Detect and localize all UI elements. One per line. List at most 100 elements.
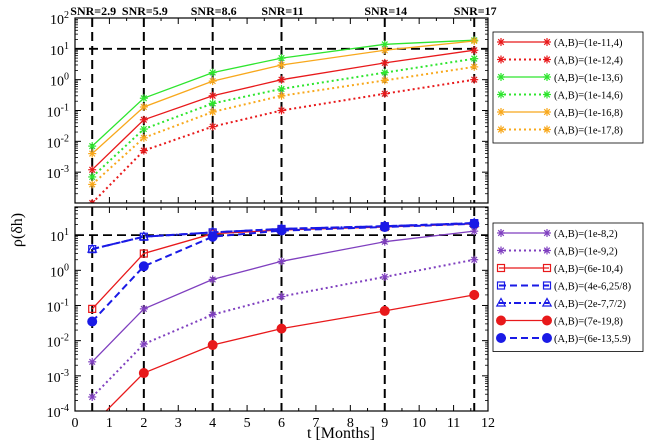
- data-point-a-b-2e-7-7-2: [138, 231, 150, 241]
- y-tick-base: 10: [47, 406, 61, 421]
- legend-label-a-b-1e-13-6: (A,B)=(1e-13,6): [554, 73, 623, 84]
- y-tick-label: 10-1: [47, 297, 69, 315]
- data-point-a-b-1e-12-4: [208, 122, 217, 131]
- data-point-a-b-6e-13-5-9: [138, 261, 149, 272]
- series-line-a-b-7e-19-8: [105, 294, 475, 411]
- data-point-a-b-1e-13-6: [380, 40, 389, 49]
- series-group: [86, 217, 480, 411]
- legend-marker: [497, 55, 505, 64]
- y-tick-label: 10-3: [47, 164, 69, 182]
- x-tick-label: 4: [209, 416, 216, 431]
- legend-marker: [541, 297, 553, 307]
- data-point-a-b-1e-11-4: [470, 46, 479, 55]
- y-tick-base: 10: [47, 136, 61, 151]
- legend-marker: [543, 38, 551, 46]
- series-line-a-b-1e-17-8: [91, 65, 475, 186]
- data-point-a-b-7e-19-8: [379, 305, 390, 316]
- data-point-a-b-1e-8-2: [139, 304, 148, 313]
- y-tick-exponent: -1: [61, 297, 69, 308]
- series-line-a-b-1e-9-2: [91, 258, 475, 398]
- data-point-a-b-6e-13-5-9: [469, 218, 480, 229]
- legend-marker: [497, 246, 505, 255]
- data-point-a-b-1e-9-2: [380, 272, 389, 281]
- legend-label-a-b-6e-10-4: (A,B)=(6e-10,4): [554, 264, 623, 275]
- data-point-a-b-1e-8-2: [208, 275, 217, 284]
- plot-frame: [74, 17, 489, 204]
- y-tick-label: 100: [50, 262, 69, 280]
- legend-label-a-b-7e-19-8: (A,B)=(7e-19,8): [554, 317, 623, 328]
- legend-marker: [542, 333, 552, 343]
- legend-label-a-b-1e-8-2: (A,B)=(1e-8,2): [554, 229, 618, 240]
- legend-label-a-b-4e-6-25-8: (A,B)=(4e-6,25/8): [554, 282, 632, 293]
- snr-label: SNR=8.6: [191, 4, 237, 18]
- data-point-a-b-1e-14-6: [88, 172, 97, 181]
- data-point-a-b-1e-12-4: [470, 75, 479, 84]
- y-tick-label: 102: [50, 10, 69, 28]
- data-point-a-b-1e-12-4: [139, 146, 148, 155]
- y-tick-label: 10-2: [47, 133, 69, 151]
- snr-label: SNR=5.9: [122, 4, 168, 18]
- data-point-a-b-6e-13-5-9: [87, 316, 98, 327]
- data-point-a-b-1e-13-6: [208, 68, 217, 77]
- legend-marker: [543, 90, 551, 99]
- snr-label: SNR=11: [261, 4, 303, 18]
- data-point-a-b-1e-11-4: [139, 115, 148, 124]
- legend-marker: [543, 55, 551, 64]
- plot-frame: [74, 206, 489, 412]
- y-tick-label: 10-1: [47, 103, 69, 121]
- y-tick-label: 10-4: [47, 403, 69, 421]
- snr-label: SNR=2.9: [70, 4, 116, 18]
- data-point-a-b-1e-11-4: [277, 75, 286, 84]
- legend-marker: [542, 315, 552, 326]
- data-point-a-b-7e-19-8: [138, 368, 149, 379]
- data-point-a-b-1e-12-4: [277, 106, 286, 115]
- legend-label-a-b-2e-7-7-2: (A,B)=(2e-7,7/2): [554, 299, 626, 310]
- data-point-a-b-1e-17-8: [88, 180, 97, 189]
- y-tick-exponent: 1: [64, 41, 69, 52]
- series-line-a-b-1e-13-6: [91, 39, 475, 147]
- data-point-a-b-1e-12-4: [88, 199, 97, 203]
- x-tick-label: 11: [447, 416, 460, 431]
- x-tick-label: 1: [106, 416, 113, 431]
- data-point-a-b-2e-7-7-2: [86, 243, 98, 253]
- snr-labels: SNR=2.9 SNR=5.9 SNR=8.6 SNR=11 SNR=14 SNR=17: [70, 4, 496, 18]
- series-line-a-b-2e-7-7-2: [91, 222, 475, 251]
- y-tick-exponent: -2: [61, 133, 69, 144]
- x-tick-label: 12: [481, 416, 495, 431]
- data-point-a-b-1e-17-8: [208, 107, 217, 116]
- data-point-a-b-1e-17-8: [139, 133, 148, 142]
- data-point-a-b-6e-13-5-9: [207, 231, 218, 242]
- y-tick-label: 101: [50, 227, 69, 245]
- legend-marker: [497, 229, 505, 237]
- data-point-a-b-1e-11-4: [380, 58, 389, 67]
- data-point-a-b-1e-14-6: [277, 84, 286, 93]
- x-tick-label: 7: [312, 416, 319, 431]
- x-tick-label: 2: [140, 416, 147, 431]
- y-tick-exponent: 2: [64, 10, 69, 21]
- series-line-a-b-1e-11-4: [91, 49, 475, 171]
- series-line-a-b-1e-8-2: [91, 230, 475, 363]
- legend-label-a-b-1e-16-8: (A,B)=(1e-16,8): [554, 108, 623, 119]
- data-point-a-b-1e-9-2: [88, 393, 97, 402]
- x-tick-label: 5: [244, 416, 251, 431]
- data-point-a-b-7e-19-8: [469, 289, 480, 300]
- y-tick-label: 10-3: [47, 368, 69, 386]
- legend-marker: [497, 38, 505, 46]
- data-point-a-b-1e-11-4: [208, 91, 217, 100]
- y-tick-base: 10: [50, 44, 64, 59]
- legend-box: [492, 31, 644, 144]
- data-point-a-b-1e-16-8: [277, 60, 286, 69]
- x-tick-label: 6: [278, 416, 285, 431]
- legend-marker: [496, 263, 506, 273]
- data-point-a-b-1e-17-8: [470, 62, 479, 71]
- data-point-a-b-1e-16-8: [208, 77, 217, 86]
- legend-box: [492, 222, 644, 352]
- data-point-a-b-1e-9-2: [208, 310, 217, 319]
- y-tick-base: 10: [50, 75, 64, 90]
- legend-marker: [496, 281, 506, 290]
- y-tick-base: 10: [50, 265, 64, 280]
- y-tick-exponent: -1: [61, 103, 69, 114]
- data-point-a-b-1e-11-4: [88, 165, 97, 174]
